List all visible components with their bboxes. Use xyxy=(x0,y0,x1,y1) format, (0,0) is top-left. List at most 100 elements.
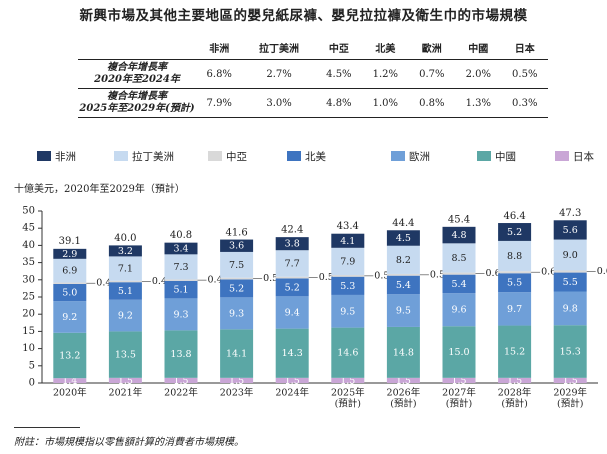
bar-segment xyxy=(331,377,365,383)
data-label: 1.5 xyxy=(396,375,411,386)
legend-label: 日本 xyxy=(573,150,594,163)
cagr-value: 1.2% xyxy=(362,59,409,89)
data-label: 9.8 xyxy=(563,303,578,314)
legend-item: 中亞 xyxy=(208,149,247,163)
bar-segment xyxy=(553,291,587,326)
data-label: 4.1 xyxy=(340,236,355,247)
cagr-value: 0.7% xyxy=(408,59,456,89)
data-label: 15.0 xyxy=(448,347,469,358)
data-label: 1.4 xyxy=(62,376,77,387)
bar-segment xyxy=(498,271,532,274)
y-axis-tick-label: 40 xyxy=(22,240,35,251)
total-label: 42.4 xyxy=(281,225,303,236)
cagr-col-africa: 非洲 xyxy=(196,37,243,60)
bar-segment xyxy=(553,270,587,273)
footnote-divider xyxy=(14,427,80,428)
legend-swatch xyxy=(391,151,405,161)
y-axis-tick-label: 10 xyxy=(22,343,35,354)
data-label: 9.7 xyxy=(507,304,522,315)
x-axis-tick-label: 2020年 xyxy=(53,387,87,399)
bar-segment xyxy=(164,377,198,383)
legend-swatch xyxy=(555,151,569,161)
legend-swatch xyxy=(37,151,51,161)
bar-segment xyxy=(553,325,587,378)
cagr-col-japan: 日本 xyxy=(501,37,548,60)
total-label: 47.3 xyxy=(559,208,581,219)
data-label: 14.1 xyxy=(226,349,247,360)
data-label: 0.5 xyxy=(263,273,278,284)
cagr-value: 7.9% xyxy=(196,88,243,118)
bar-segment xyxy=(386,326,420,378)
stacked-bar-chart: 0 5 10 15 20 25 30 35 40 45 50 1.4 13.2 9.2 5.0 0.4 6.9 2… xyxy=(22,206,607,410)
data-label: 1.5 xyxy=(340,375,355,386)
cagr-table: 非洲 拉丁美洲 中亞 北美 歐洲 中國 日本 複合年增長率 2020年至2024年… xyxy=(78,37,548,118)
y-axis-tick-label: 50 xyxy=(22,206,35,217)
bar-segment xyxy=(442,377,476,383)
data-label: 5.1 xyxy=(118,286,133,297)
data-label: 1.5 xyxy=(173,375,188,386)
data-label: 7.5 xyxy=(229,260,244,271)
bar-segment xyxy=(275,377,309,383)
bar-segment xyxy=(498,273,532,293)
bar-segment xyxy=(386,275,420,295)
cagr-value: 2.7% xyxy=(242,59,316,89)
data-label: 5.0 xyxy=(62,288,77,299)
data-label: 8.5 xyxy=(451,253,466,264)
legend-label: 拉丁美洲 xyxy=(132,150,174,163)
data-label: 5.4 xyxy=(396,280,411,291)
data-label: 7.1 xyxy=(118,264,133,275)
bar-segment xyxy=(442,326,476,378)
data-label: 14.8 xyxy=(393,347,414,358)
cagr-value: 4.5% xyxy=(315,59,363,89)
total-label: 40.8 xyxy=(170,230,192,241)
total-label: 44.4 xyxy=(392,218,414,229)
bar-segment xyxy=(331,276,365,295)
data-label: 0.6 xyxy=(541,267,556,278)
data-label: 13.5 xyxy=(115,350,136,361)
x-axis-tick-label: 2026年 xyxy=(387,387,421,399)
bar-segment xyxy=(275,328,309,378)
data-label: 13.8 xyxy=(170,349,191,360)
bar-segment xyxy=(108,377,142,383)
data-label: 3.2 xyxy=(118,246,133,257)
legend-label: 中國 xyxy=(495,150,516,163)
cagr-col-china: 中國 xyxy=(455,37,502,60)
data-label: 9.6 xyxy=(451,305,466,316)
data-label: 5.6 xyxy=(563,225,578,236)
cagr-row-label: 複合年增長率 2020年至2024年 xyxy=(78,59,196,89)
bar-segment xyxy=(220,377,254,383)
data-label: 9.5 xyxy=(340,306,355,317)
bar-segment xyxy=(164,254,198,280)
data-label: 5.5 xyxy=(507,278,522,289)
bar-segment xyxy=(442,274,476,294)
bar-segment xyxy=(442,293,476,327)
cagr-col-central-asia: 中亞 xyxy=(315,37,363,60)
data-label: 3.6 xyxy=(229,241,244,252)
chart-title: 新興市場及其他主要地區的嬰兒紙尿褲、嬰兒拉拉褲及衛生巾的市場規模 xyxy=(79,8,528,24)
bar-segment xyxy=(164,279,198,281)
data-label: 14.6 xyxy=(337,348,358,359)
bar-segment xyxy=(108,331,142,378)
data-label: 9.0 xyxy=(563,250,578,261)
bar-segment xyxy=(331,233,365,248)
data-label: 1.5 xyxy=(563,375,578,386)
data-label: 7.3 xyxy=(173,262,188,273)
bar-segment xyxy=(386,230,420,246)
data-label: 7.9 xyxy=(340,256,355,267)
legend-item: 歐洲 xyxy=(391,149,430,163)
cagr-value: 2.0% xyxy=(455,59,502,89)
data-label: 5.2 xyxy=(507,227,522,238)
total-label: 45.4 xyxy=(448,214,470,225)
bar-segment xyxy=(220,251,254,278)
bar-segment xyxy=(220,329,254,378)
data-label: 1.5 xyxy=(451,375,466,386)
data-label: 9.3 xyxy=(173,309,188,320)
chart-legend: 非洲 拉丁美洲 中亞 北美 歐洲 中國 日本 xyxy=(37,149,597,165)
bar-segment xyxy=(108,256,142,281)
x-axis-tick-label: 2021年 xyxy=(109,387,143,399)
bar-segment xyxy=(275,237,309,251)
data-label: 9.2 xyxy=(118,311,133,322)
bar-segment xyxy=(553,272,587,292)
bar-segment xyxy=(498,223,532,241)
cagr-value: 0.5% xyxy=(501,59,548,89)
